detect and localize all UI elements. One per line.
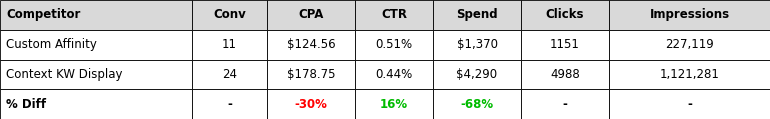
Text: 4988: 4988	[550, 68, 580, 81]
Text: $178.75: $178.75	[286, 68, 335, 81]
Text: 227,119: 227,119	[665, 38, 714, 51]
Text: Clicks: Clicks	[546, 8, 584, 21]
Text: $124.56: $124.56	[286, 38, 335, 51]
Bar	[192, 0, 267, 30]
Text: 16%: 16%	[380, 98, 408, 111]
Bar	[267, 30, 355, 60]
Text: -30%: -30%	[295, 98, 327, 111]
Text: Custom Affinity: Custom Affinity	[6, 38, 97, 51]
Bar	[267, 89, 355, 119]
Bar	[521, 30, 609, 60]
Text: Competitor: Competitor	[6, 8, 81, 21]
Bar	[0, 89, 192, 119]
Text: Conv: Conv	[213, 8, 246, 21]
Text: -: -	[227, 98, 232, 111]
Text: 1151: 1151	[550, 38, 580, 51]
Bar	[609, 60, 770, 89]
Bar	[192, 89, 267, 119]
Bar	[433, 30, 521, 60]
Text: 0.51%: 0.51%	[376, 38, 413, 51]
Bar	[267, 0, 355, 30]
Bar	[609, 89, 770, 119]
Text: $1,370: $1,370	[457, 38, 497, 51]
Bar	[267, 60, 355, 89]
Text: Context KW Display: Context KW Display	[6, 68, 122, 81]
Bar	[0, 60, 192, 89]
Text: -68%: -68%	[460, 98, 494, 111]
Text: -: -	[563, 98, 567, 111]
Bar	[355, 30, 433, 60]
Bar	[609, 30, 770, 60]
Text: $4,290: $4,290	[457, 68, 497, 81]
Bar	[192, 60, 267, 89]
Bar	[355, 89, 433, 119]
Bar	[0, 0, 192, 30]
Bar	[0, 30, 192, 60]
Text: 1,121,281: 1,121,281	[660, 68, 719, 81]
Text: % Diff: % Diff	[6, 98, 46, 111]
Text: 24: 24	[222, 68, 237, 81]
Text: Spend: Spend	[456, 8, 498, 21]
Text: CTR: CTR	[381, 8, 407, 21]
Bar	[433, 89, 521, 119]
Bar	[192, 30, 267, 60]
Text: Impressions: Impressions	[649, 8, 729, 21]
Text: CPA: CPA	[298, 8, 323, 21]
Text: 11: 11	[222, 38, 237, 51]
Bar	[355, 0, 433, 30]
Bar	[433, 0, 521, 30]
Text: -: -	[687, 98, 692, 111]
Bar	[355, 60, 433, 89]
Bar	[433, 60, 521, 89]
Bar	[609, 0, 770, 30]
Bar	[521, 60, 609, 89]
Bar	[521, 0, 609, 30]
Text: 0.44%: 0.44%	[375, 68, 413, 81]
Bar	[521, 89, 609, 119]
